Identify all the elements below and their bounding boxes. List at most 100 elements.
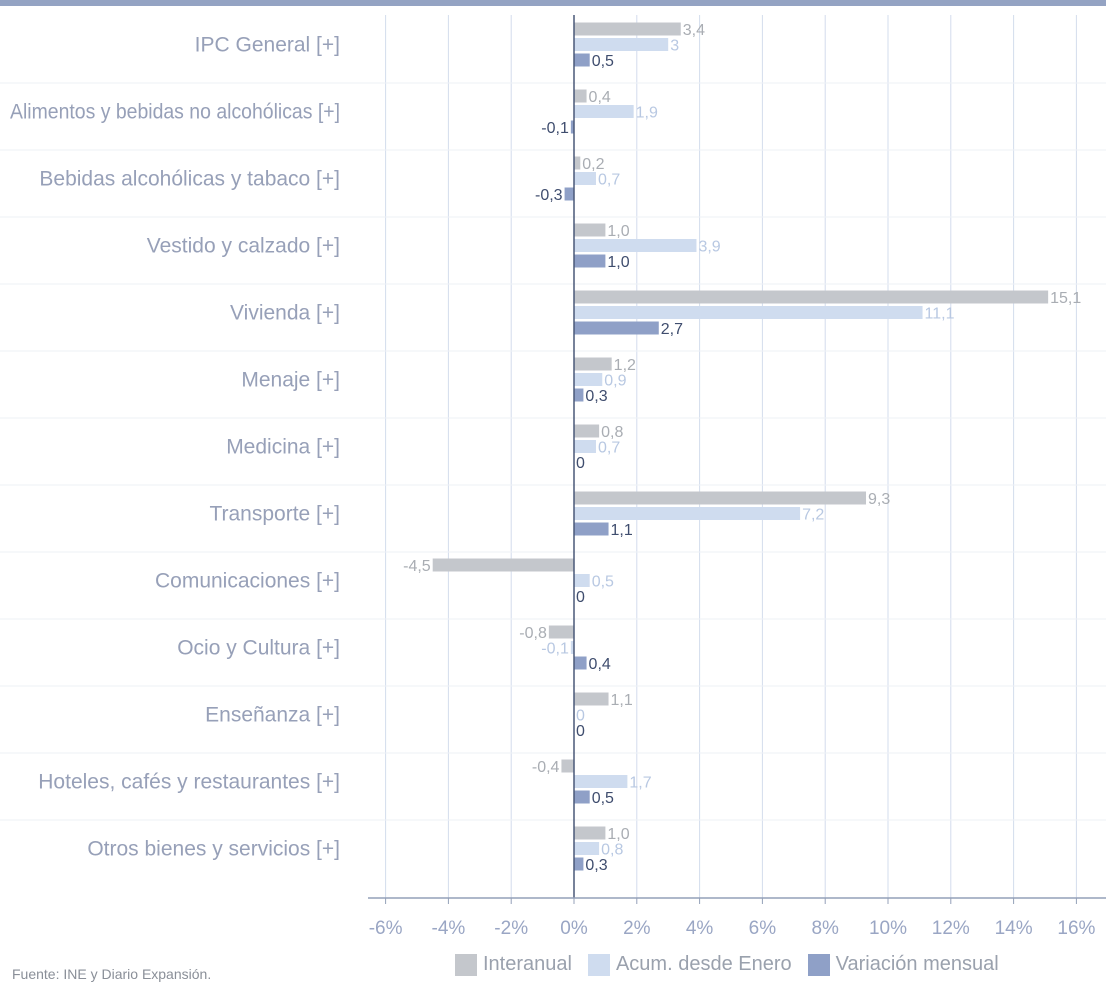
- bars: [432, 22, 1049, 871]
- source-note: Fuente: INE y Diario Expansión.: [12, 966, 212, 982]
- value-label: -4,5: [403, 558, 431, 575]
- legend-swatch: [455, 953, 477, 976]
- legend-swatch: [807, 953, 830, 976]
- bar-interanual: [561, 759, 574, 773]
- grid-lines: [385, 15, 1077, 898]
- x-tick-label: 14%: [995, 918, 1033, 939]
- bar-variaci-n-mensual: [574, 321, 659, 335]
- value-label: 1,9: [636, 105, 658, 122]
- value-label: 3,4: [683, 22, 705, 39]
- value-label: 0,7: [598, 440, 620, 457]
- category-label: Vestido y calzado [+]: [147, 235, 340, 258]
- bar-variaci-n-mensual: [574, 857, 584, 871]
- bar-acum-desde-enero: [574, 306, 923, 319]
- bar-interanual: [574, 692, 609, 706]
- value-label: 2,7: [661, 321, 683, 338]
- category-label: Comunicaciones [+]: [155, 570, 340, 593]
- legend-item: Interanual: [455, 953, 572, 976]
- x-tick-label: 10%: [869, 918, 907, 939]
- value-label: 0,5: [592, 790, 614, 807]
- value-label: 0: [576, 589, 585, 606]
- bar-acum-desde-enero: [574, 574, 590, 587]
- value-label: 9,3: [868, 491, 890, 508]
- category-label: Alimentos y bebidas no alcohólicas [+]: [10, 101, 340, 124]
- value-label: -0,1: [541, 120, 569, 137]
- bar-interanual: [574, 156, 581, 170]
- legend: Interanual Acum. desde Enero Variación men…: [455, 953, 1015, 976]
- bar-variaci-n-mensual: [574, 656, 587, 670]
- bar-interanual: [574, 826, 606, 840]
- x-tick-label: 4%: [686, 918, 714, 939]
- row-separators: [0, 82, 1106, 821]
- value-label: 0,3: [585, 857, 607, 874]
- legend-label: Variación mensual: [835, 953, 999, 975]
- labels: IPC General [+] Alimentos y bebidas no al…: [10, 22, 1081, 874]
- bar-acum-desde-enero: [570, 641, 574, 654]
- bar-interanual: [574, 290, 1049, 304]
- value-label: 0,7: [598, 172, 620, 189]
- category-label: Ocio y Cultura [+]: [177, 637, 340, 660]
- bar-acum-desde-enero: [574, 842, 600, 855]
- bar-acum-desde-enero: [574, 373, 603, 386]
- category-label: Medicina [+]: [226, 436, 340, 459]
- value-label: 3,9: [698, 239, 720, 256]
- category-label: Transporte [+]: [209, 503, 340, 526]
- value-label: 0,4: [589, 89, 611, 106]
- x-tick-label: -4%: [432, 918, 466, 939]
- legend-swatch: [587, 953, 610, 976]
- value-label: 1,0: [607, 223, 629, 240]
- x-tick-label: 16%: [1057, 918, 1095, 939]
- bar-variaci-n-mensual: [574, 388, 584, 402]
- value-label: 0,8: [601, 424, 623, 441]
- bar-interanual: [574, 424, 600, 438]
- value-label: 15,1: [1050, 290, 1081, 307]
- bar-interanual: [574, 491, 867, 505]
- value-label: 0,8: [601, 842, 623, 859]
- value-label: -0,4: [532, 759, 560, 776]
- legend-label: Interanual: [483, 953, 572, 975]
- bar-variaci-n-mensual: [574, 522, 609, 536]
- axes: -6% -4% -2% 0% 2% 4% 6% 8% 10% 12% 14% 16%: [368, 15, 1106, 939]
- category-label: Hoteles, cafés y restaurantes [+]: [38, 771, 340, 794]
- bar-variaci-n-mensual: [574, 790, 590, 804]
- value-label: 0,4: [589, 656, 611, 673]
- bar-acum-desde-enero: [574, 507, 801, 520]
- bar-acum-desde-enero: [574, 775, 628, 788]
- value-label: 0,5: [592, 53, 614, 70]
- value-label: 7,2: [802, 507, 824, 524]
- x-tick-label: 8%: [811, 918, 839, 939]
- value-label: 1,1: [611, 522, 633, 539]
- value-label: 0,5: [592, 574, 614, 591]
- category-label: Enseñanza [+]: [205, 704, 340, 727]
- value-label: -0,1: [541, 641, 569, 658]
- bar-variaci-n-mensual: [564, 187, 574, 201]
- bar-acum-desde-enero: [574, 172, 596, 185]
- value-label: 11,1: [925, 306, 955, 323]
- x-tick-label: 12%: [932, 918, 970, 939]
- bar-acum-desde-enero: [574, 440, 596, 453]
- legend-item: Acum. desde Enero: [587, 953, 792, 976]
- value-label: 1,1: [611, 692, 633, 709]
- value-label: 0: [576, 708, 585, 725]
- bar-acum-desde-enero: [574, 239, 697, 252]
- value-label: 0: [576, 455, 585, 472]
- bar-acum-desde-enero: [574, 38, 669, 51]
- legend-label: Acum. desde Enero: [615, 953, 792, 975]
- x-tick-label: 0%: [560, 918, 588, 939]
- value-label: 0,2: [582, 156, 604, 173]
- category-label: IPC General [+]: [195, 34, 340, 57]
- bar-acum-desde-enero: [574, 105, 634, 118]
- value-label: 0: [576, 723, 585, 740]
- value-label: 0,3: [585, 388, 607, 405]
- value-label: 0,9: [604, 373, 626, 390]
- bar-interanual: [574, 357, 612, 371]
- value-label: -0,8: [519, 625, 547, 642]
- value-label: 1,0: [607, 254, 629, 271]
- bar-interanual: [574, 22, 681, 36]
- bar-variaci-n-mensual: [574, 254, 606, 268]
- bar-interanual: [548, 625, 574, 639]
- bar-interanual: [574, 223, 606, 237]
- value-label: 1,0: [607, 826, 629, 843]
- bar-interanual: [432, 558, 574, 572]
